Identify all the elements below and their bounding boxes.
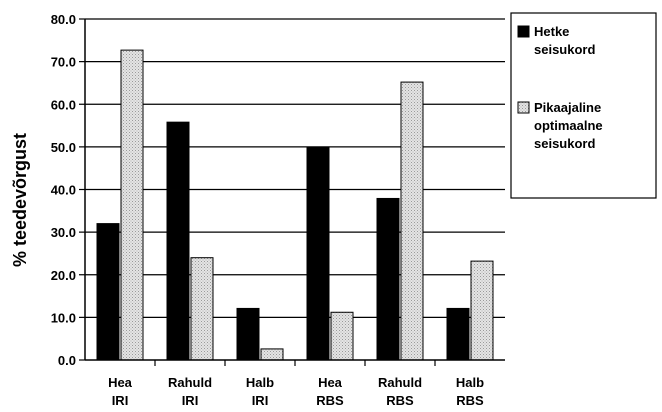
bars (96, 49, 494, 361)
x-category-label: Halb (246, 375, 274, 390)
y-tick-label: 80.0 (51, 12, 76, 27)
x-category-label: RBS (316, 393, 344, 408)
legend-label: seisukord (534, 42, 595, 57)
y-tick-label: 0.0 (58, 353, 76, 368)
y-tick-label: 10.0 (51, 310, 76, 325)
axes (84, 19, 505, 366)
legend-box (510, 12, 657, 199)
y-tick-label: 50.0 (51, 140, 76, 155)
bar-current-1 (166, 121, 190, 361)
bar-optimal-3 (330, 311, 354, 361)
y-tick-label: 40.0 (51, 183, 76, 198)
y-tick-label: 60.0 (51, 97, 76, 112)
x-category-labels: Hea IRI Rahuld IRI Halb IRI Hea RBS Rahuld RBS Hal… (108, 375, 484, 408)
bar-current-4 (376, 197, 400, 361)
bar-optimal-5 (470, 260, 494, 361)
y-tick-label: 70.0 (51, 55, 76, 70)
x-category-label: Halb (456, 375, 484, 390)
y-axis-label: % teedevõrgust (10, 133, 30, 267)
legend-label: Hetke (534, 24, 569, 39)
x-category-label: Hea (108, 375, 133, 390)
gridlines (79, 18, 505, 361)
bar-optimal-2 (260, 348, 284, 361)
y-tick-label: 30.0 (51, 225, 76, 240)
bar-current-2 (236, 307, 260, 361)
x-category-label: IRI (182, 393, 199, 408)
bar-optimal-0 (120, 49, 144, 361)
legend-swatch-current (517, 25, 530, 38)
x-category-label: Hea (318, 375, 343, 390)
x-category-label: Rahuld (378, 375, 422, 390)
legend-label: optimaalne (534, 118, 603, 133)
legend: Hetke seisukord Pikaajaline optimaalne seisu… (510, 12, 657, 199)
x-category-label: Rahuld (168, 375, 212, 390)
legend-label: seisukord (534, 136, 595, 151)
bar-current-3 (306, 146, 330, 361)
y-tick-label: 20.0 (51, 268, 76, 283)
bar-current-5 (446, 307, 470, 361)
x-category-label: RBS (386, 393, 414, 408)
bar-optimal-4 (400, 81, 424, 361)
x-category-label: RBS (456, 393, 484, 408)
x-category-label: IRI (112, 393, 129, 408)
bar-optimal-1 (190, 257, 214, 361)
y-tick-labels: 0.0 10.0 20.0 30.0 40.0 50.0 60.0 70.0 80.0 (51, 12, 76, 368)
legend-label: Pikaajaline (534, 100, 601, 115)
bar-current-0 (96, 223, 120, 361)
x-category-label: IRI (252, 393, 269, 408)
legend-swatch-optimal (517, 101, 530, 114)
